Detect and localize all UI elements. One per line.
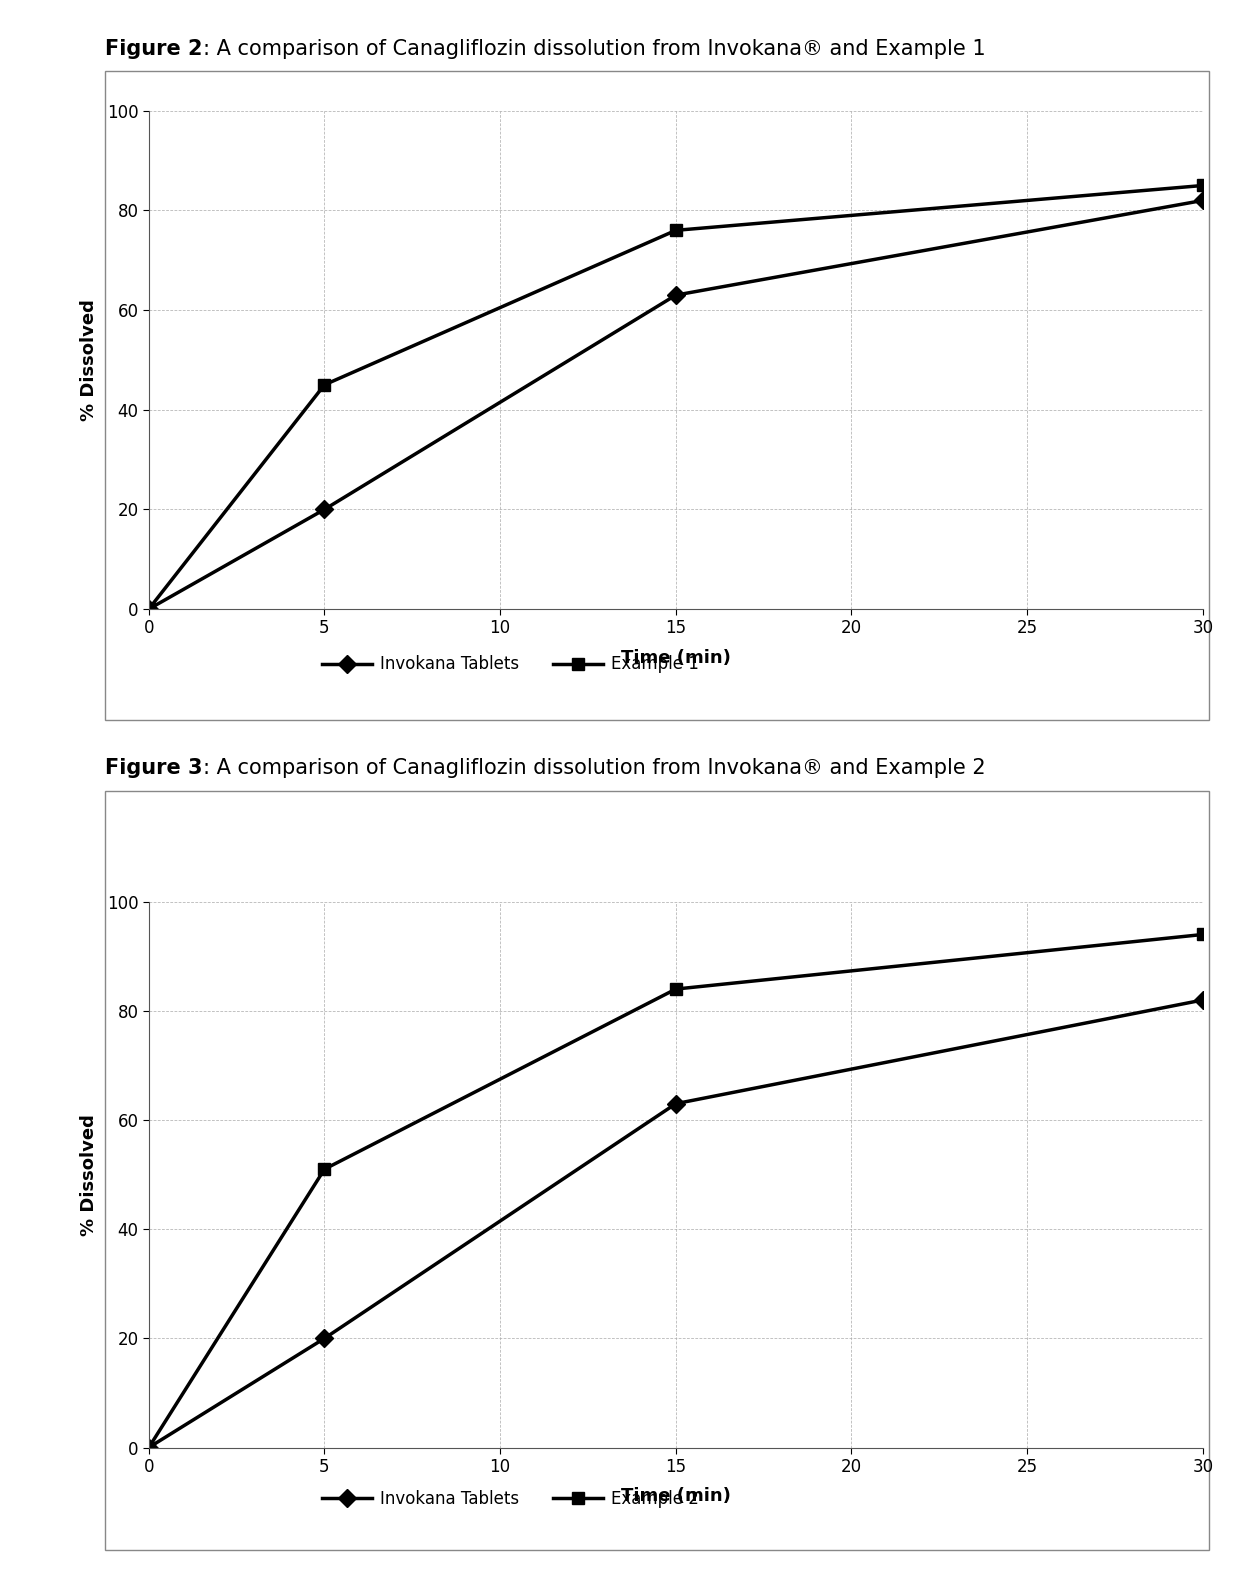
Text: : A comparison of Canagliflozin dissolution from Invokana® and Example 1: : A comparison of Canagliflozin dissolut…	[203, 38, 986, 59]
Legend: Invokana Tablets, Example 2: Invokana Tablets, Example 2	[315, 1484, 706, 1514]
Invokana Tablets	[141, 1438, 156, 1457]
Text: : A comparison of Canagliflozin dissolution from Invokana® and Example 2: : A comparison of Canagliflozin dissolut…	[203, 758, 986, 778]
Line: Invokana Tablets: Invokana Tablets	[143, 993, 1209, 1454]
Invokana Tablets	[317, 1329, 332, 1348]
Example 1	[1195, 176, 1210, 195]
X-axis label: Time (min): Time (min)	[621, 649, 730, 666]
X-axis label: Time (min): Time (min)	[621, 1487, 730, 1504]
Invokana Tablets	[1195, 191, 1210, 210]
Legend: Invokana Tablets, Example 1: Invokana Tablets, Example 1	[315, 649, 706, 680]
Line: Invokana Tablets: Invokana Tablets	[143, 195, 1209, 615]
Example 2	[141, 1438, 156, 1457]
Example 1	[141, 600, 156, 619]
Invokana Tablets	[668, 286, 683, 305]
Example 1	[317, 375, 332, 394]
Y-axis label: % Dissolved: % Dissolved	[81, 1114, 98, 1236]
Invokana Tablets	[141, 600, 156, 619]
Example 1	[668, 221, 683, 240]
Example 2	[1195, 925, 1210, 944]
Example 2	[668, 979, 683, 998]
Line: Example 1: Example 1	[143, 179, 1209, 615]
Text: Figure 2: Figure 2	[105, 38, 203, 59]
Y-axis label: % Dissolved: % Dissolved	[81, 299, 98, 421]
Invokana Tablets	[317, 500, 332, 519]
Example 2	[317, 1160, 332, 1179]
Invokana Tablets	[1195, 990, 1210, 1009]
Line: Example 2: Example 2	[143, 929, 1209, 1454]
Text: Figure 3: Figure 3	[105, 758, 203, 778]
Invokana Tablets	[668, 1095, 683, 1114]
